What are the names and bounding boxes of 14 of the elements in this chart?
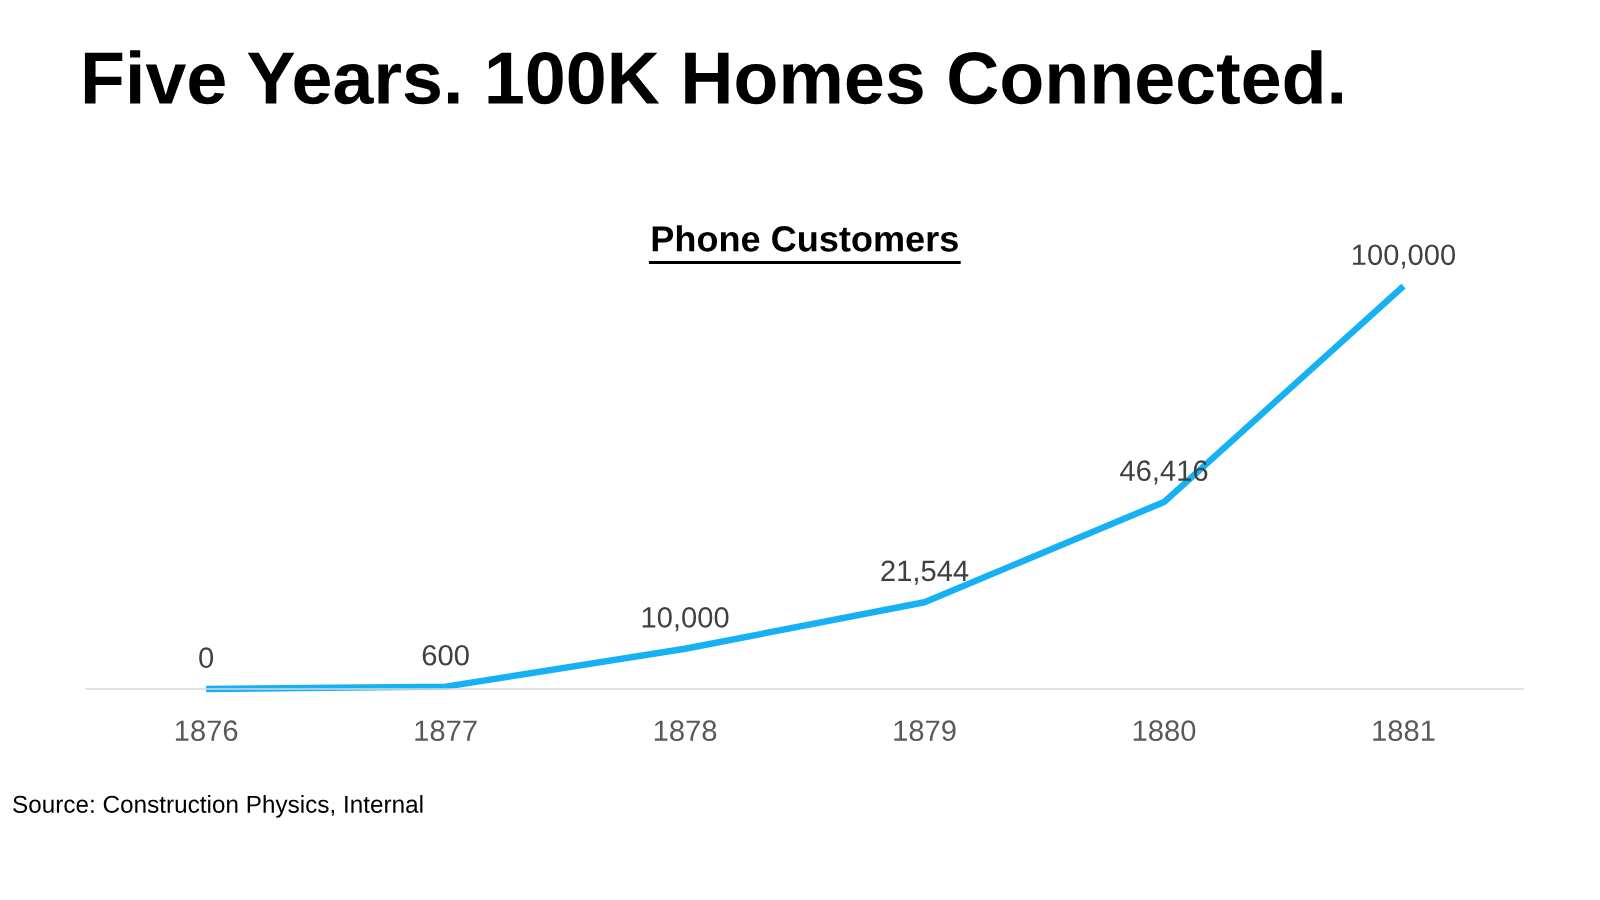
data-label: 100,000: [1352, 244, 1456, 269]
source-note: Source: Construction Physics, Internal: [13, 795, 423, 818]
chart-title: Five Years. 100K Homes Connected.: [84, 50, 1342, 105]
data-label: 600: [422, 644, 469, 666]
x-tick-label: 1878: [654, 720, 717, 742]
x-tick-label: 1876: [175, 720, 238, 742]
data-label: 10,000: [642, 607, 729, 632]
x-tick-label: 1877: [415, 720, 477, 742]
data-label: 21,544: [881, 560, 969, 585]
data-label: 0: [199, 647, 214, 668]
chart-subtitle: Phone Customers: [652, 225, 958, 252]
x-tick-label: 1880: [1133, 720, 1196, 742]
x-tick-label: 1881: [1373, 720, 1435, 742]
x-tick-label: 1879: [894, 720, 956, 742]
